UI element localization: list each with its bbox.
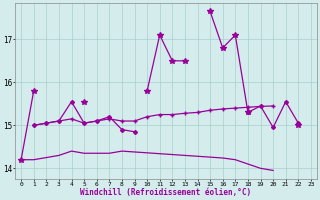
X-axis label: Windchill (Refroidissement éolien,°C): Windchill (Refroidissement éolien,°C) [80, 188, 252, 197]
